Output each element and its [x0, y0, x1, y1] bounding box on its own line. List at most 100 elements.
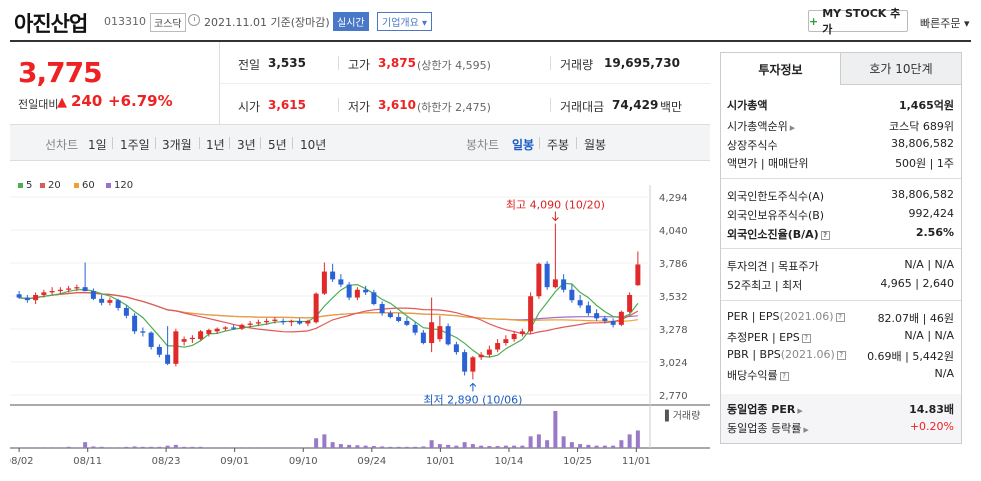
volume-bar	[173, 444, 178, 448]
market-cap-rank-label[interactable]: 시가총액순위 ▶	[727, 118, 795, 134]
candle-body	[206, 330, 212, 334]
x-tick-label: 08/11	[73, 456, 102, 467]
range52-label: 52주최고 | 최저	[727, 279, 803, 292]
x-tick-label: 09/24	[357, 456, 386, 467]
foreign-rate-label[interactable]: 외국인소진율(B/A)?	[727, 226, 830, 242]
candle-body	[594, 313, 600, 319]
foreign-limit-value: 38,806,582	[891, 188, 954, 201]
sector-change-label[interactable]: 동일업종 등락률 ▶	[727, 420, 809, 436]
volume-bar	[58, 447, 63, 448]
price-chart[interactable]: ▌거래량 4,294 4,040 3,786 3,532 3,278 3,024 2,770…	[10, 175, 710, 475]
info-icon[interactable]: ?	[820, 230, 830, 240]
ma60-label: 60	[82, 180, 95, 191]
period-1d[interactable]: 1일	[88, 138, 107, 152]
sector-per-label[interactable]: 동일업종 PER ▶	[727, 401, 803, 417]
volume-bar	[256, 447, 261, 448]
volume-label: 거래량	[560, 58, 594, 72]
volume-bar	[206, 447, 211, 448]
foreign-hold-label: 외국인보유주식수(B)	[727, 209, 825, 222]
candle-body	[585, 305, 591, 314]
volume-bar	[446, 444, 451, 448]
quick-order-menu[interactable]: 빠른주문 ▾	[920, 15, 970, 31]
ma5-swatch	[18, 182, 23, 188]
candle-body	[264, 320, 270, 323]
pbr-label[interactable]: PBR | BPS(2021.06)?	[727, 348, 846, 361]
candle-body	[346, 284, 352, 298]
period-3y[interactable]: 3년	[237, 138, 256, 152]
stock-code: 013310	[104, 15, 146, 28]
volume-bar	[594, 445, 599, 448]
ma-legend-120: 120	[106, 180, 133, 191]
candle-weekly[interactable]: 주봉	[547, 138, 570, 152]
per-period: (2021.06)	[779, 310, 834, 323]
candle-body	[24, 297, 30, 301]
volume-bar	[74, 447, 79, 448]
company-overview-dropdown[interactable]: 기업개요 ▾	[377, 12, 433, 31]
low-arrow-icon	[469, 382, 477, 392]
x-tick-label: 08/23	[152, 456, 181, 467]
period-1w[interactable]: 1주일	[120, 138, 150, 152]
low-annotation: 최저 2,890 (10/06)	[423, 393, 522, 406]
y-tick-label: 3,024	[659, 358, 688, 369]
per-label[interactable]: PER | EPS(2021.06)?	[727, 310, 845, 323]
candle-body	[132, 315, 138, 332]
x-tick-label: 10/25	[563, 456, 592, 467]
info-icon[interactable]: ?	[836, 350, 846, 360]
period-10y[interactable]: 10년	[300, 138, 327, 152]
invest-info-panel	[720, 52, 962, 444]
period-5y[interactable]: 5년	[268, 138, 287, 152]
candle-body	[123, 307, 129, 316]
x-tick-label: 09/01	[220, 456, 249, 467]
tab-invest-info[interactable]: 투자정보	[721, 53, 841, 85]
candle-body	[536, 263, 542, 297]
candle-body	[189, 337, 195, 340]
divider	[721, 248, 961, 249]
candle-body	[165, 354, 171, 364]
volume-bar	[50, 447, 55, 448]
candle-body	[338, 279, 344, 285]
candle-monthly[interactable]: 월봉	[584, 138, 607, 152]
quick-order-label: 빠른주문	[920, 17, 961, 30]
candle-body	[16, 294, 22, 298]
par-label: 액면가 | 매매단위	[727, 157, 809, 170]
candle-body	[528, 296, 534, 332]
realtime-button[interactable]: 실시간	[333, 12, 369, 31]
volume-bar	[512, 445, 517, 448]
ma60-swatch	[74, 182, 79, 188]
tab-hoga-10[interactable]: 호가 10단계	[841, 53, 961, 85]
x-tick-label: 10/01	[426, 456, 455, 467]
opinion-value: N/A | N/A	[904, 258, 954, 271]
volume-bar	[553, 411, 558, 448]
candle-body	[74, 287, 80, 289]
low-value: 3,610	[378, 98, 416, 112]
period-1y[interactable]: 1년	[206, 138, 225, 152]
volume-bar	[536, 434, 541, 448]
add-my-stock-button[interactable]: + MY STOCK 추가	[808, 7, 908, 36]
x-tick-label: 08/02	[10, 456, 34, 467]
volume-bar	[404, 446, 409, 448]
candle-body	[156, 346, 162, 355]
est-per-label[interactable]: 추정PER | EPS?	[727, 329, 811, 345]
chevron-down-icon: ▾	[963, 17, 970, 30]
pbr-value: 0.69배 | 5,442원	[867, 350, 954, 363]
dividend-label[interactable]: 배당수익률?	[727, 367, 789, 383]
info-icon[interactable]: ?	[835, 312, 845, 322]
sector-per-text: 동일업종 PER	[727, 403, 796, 416]
volume-bar	[140, 446, 145, 448]
info-icon[interactable]: ?	[779, 371, 789, 381]
candle-body	[404, 320, 410, 325]
volume-bar	[149, 446, 154, 448]
volume-bar	[627, 434, 632, 448]
period-3m[interactable]: 3개월	[162, 138, 192, 152]
lower-limit: (하한가 2,475)	[417, 101, 491, 114]
volume-bar	[635, 430, 640, 448]
y-tick-label: 2,770	[659, 391, 688, 402]
add-my-stock-label: MY STOCK 추가	[822, 7, 901, 36]
ma20-swatch	[40, 182, 45, 188]
volume-bar	[215, 447, 220, 448]
volume-bar	[239, 447, 244, 448]
current-price: 3,775	[18, 56, 103, 89]
info-icon[interactable]: ?	[801, 333, 811, 343]
y-tick-label: 4,294	[659, 193, 688, 204]
candle-daily[interactable]: 일봉	[512, 138, 535, 152]
